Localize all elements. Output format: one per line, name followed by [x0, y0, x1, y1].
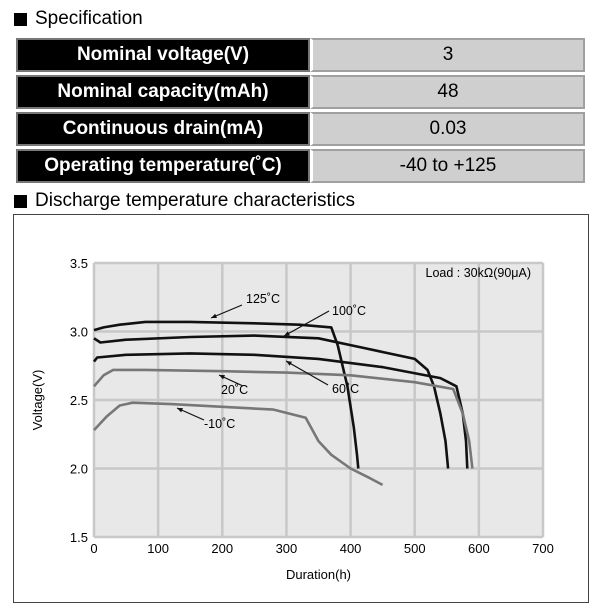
spec-label: Nominal capacity(mAh) — [16, 75, 310, 109]
series-label: -10˚C — [204, 417, 235, 431]
arrow-head — [219, 375, 225, 380]
series-line — [93, 368, 474, 469]
spec-value: 48 — [310, 75, 585, 109]
spec-value: 0.03 — [310, 112, 585, 146]
spec-label: Nominal voltage(V) — [16, 38, 310, 72]
spec-value: 3 — [310, 38, 585, 72]
spec-label: Continuous drain(mA) — [16, 112, 310, 146]
arrow-head — [284, 331, 290, 336]
y-tick-label: 3.0 — [70, 325, 88, 340]
x-tick-label: 100 — [147, 541, 169, 556]
series-label: 100˚C — [332, 304, 366, 318]
spec-value: -40 to +125 — [310, 149, 585, 183]
specification-title: Specification — [35, 8, 143, 29]
bullet-square-icon — [14, 194, 27, 208]
discharge-chart-frame: 0 100 200 300 400 500 600 700 1.5 2.0 2.5 3.0 3.5 12… — [13, 214, 589, 603]
discharge-chart: 0 100 200 300 400 500 600 700 1.5 2.0 2.5 3.0 3.5 12… — [30, 256, 554, 582]
discharge-heading: Discharge temperature characteristics — [14, 190, 355, 212]
specification-heading: Specification — [14, 8, 143, 30]
axis-ticks: 0 100 200 300 400 500 600 700 1.5 2.0 2.5 3.0 3.5 — [70, 256, 554, 556]
x-tick-label: 0 — [90, 541, 97, 556]
label-arrow — [285, 360, 329, 386]
series-label: 60˚C — [332, 382, 359, 396]
series-line — [93, 320, 360, 469]
specification-table: Nominal voltage(V) 3 Nominal capacity(mA… — [16, 35, 585, 186]
arrow-head — [177, 408, 183, 413]
y-tick-label: 1.5 — [70, 530, 88, 545]
bullet-square-icon — [14, 12, 27, 26]
y-tick-label: 3.5 — [70, 256, 88, 271]
table-row: Nominal capacity(mAh) 48 — [16, 75, 585, 109]
x-tick-label: 500 — [404, 541, 426, 556]
series-label: 20˚C — [221, 383, 248, 397]
chart-series — [92, 320, 474, 487]
table-row: Nominal voltage(V) 3 — [16, 38, 585, 72]
load-annotation: Load : 30kΩ(90μA) — [426, 266, 532, 280]
x-tick-label: 600 — [468, 541, 490, 556]
x-tick-label: 400 — [340, 541, 362, 556]
discharge-title: Discharge temperature characteristics — [35, 190, 355, 211]
table-row: Continuous drain(mA) 0.03 — [16, 112, 585, 146]
label-arrow — [210, 304, 243, 319]
y-axis-label: Voltage(V) — [30, 370, 45, 431]
arrow-head — [211, 313, 217, 319]
x-tick-label: 200 — [211, 541, 233, 556]
series-line — [93, 334, 450, 469]
series-label: 125˚C — [246, 292, 280, 306]
arrow-head — [286, 361, 292, 366]
x-axis-label: Duration(h) — [286, 567, 351, 582]
y-tick-label: 2.0 — [70, 462, 88, 477]
series-line — [93, 401, 384, 487]
table-row: Operating temperature(˚C) -40 to +125 — [16, 149, 585, 183]
x-tick-label: 300 — [276, 541, 298, 556]
y-tick-label: 2.5 — [70, 393, 88, 408]
series-labels: 125˚C 100˚C 60˚C 20˚C -10˚C — [176, 292, 366, 431]
spec-label: Operating temperature(˚C) — [16, 149, 310, 183]
x-tick-label: 700 — [532, 541, 554, 556]
label-arrow — [283, 310, 330, 337]
chart-grid — [92, 261, 545, 539]
